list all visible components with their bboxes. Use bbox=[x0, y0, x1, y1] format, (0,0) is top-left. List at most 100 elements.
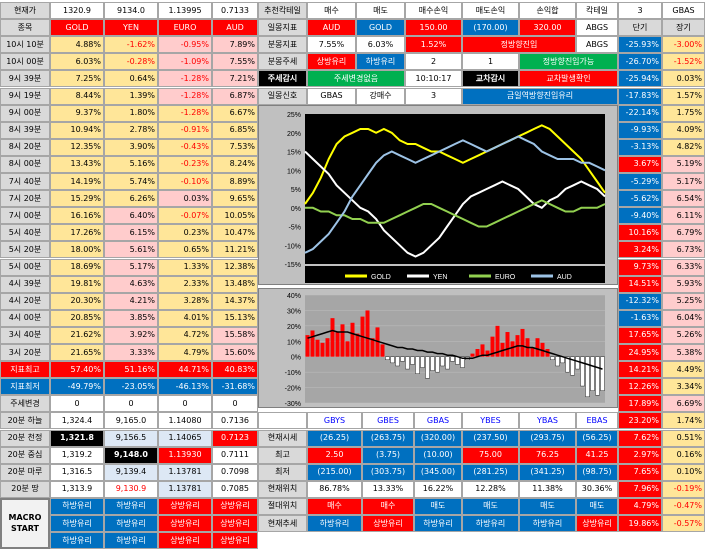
long-term-value: 5.38% bbox=[662, 344, 705, 362]
series-line-euro bbox=[305, 199, 606, 228]
bar bbox=[480, 344, 485, 357]
long-term-value: -0.47% bbox=[662, 497, 705, 515]
band-value: 0.7123 bbox=[212, 429, 258, 447]
pair-header: EBAS bbox=[576, 412, 618, 430]
trend-down: 하방유리 bbox=[356, 53, 405, 71]
band-value: 0.7098 bbox=[212, 463, 258, 481]
bar bbox=[390, 356, 395, 364]
y-tick-label: 10% bbox=[287, 168, 301, 175]
short-term-value: -12.32% bbox=[618, 292, 662, 310]
change-value: 14.19% bbox=[50, 173, 104, 191]
max-indicator-value: 57.40% bbox=[50, 361, 104, 379]
bar bbox=[520, 328, 525, 357]
short-term-value: 19.86% bbox=[618, 515, 662, 533]
bar bbox=[485, 350, 490, 357]
trend-bias: 상방유리 bbox=[158, 532, 212, 549]
symbol-header: YEN bbox=[104, 19, 158, 37]
summary-value: 매수 bbox=[362, 497, 414, 515]
sell-pnl: (170.00) bbox=[462, 19, 519, 37]
long-term-value: 5.93% bbox=[662, 275, 705, 293]
time-label: 10시 00분 bbox=[0, 53, 50, 71]
summary-value: (237.50) bbox=[462, 429, 519, 447]
short-term-value: 24.95% bbox=[618, 344, 662, 362]
max-indicator-value: 51.16% bbox=[104, 361, 158, 379]
bar bbox=[510, 341, 515, 357]
signal-level: 3 bbox=[405, 87, 462, 105]
bar bbox=[445, 356, 450, 370]
change-value: -1.28% bbox=[158, 70, 212, 88]
change-value: 15.29% bbox=[50, 190, 104, 208]
sell-pnl-header: 매도손익 bbox=[462, 2, 519, 20]
change-value: 4.88% bbox=[50, 36, 104, 54]
bar bbox=[385, 356, 390, 361]
change-value: 0.23% bbox=[158, 224, 212, 242]
bar bbox=[470, 353, 475, 357]
y-tick-label: -5% bbox=[289, 225, 301, 232]
y-tick-label: 40% bbox=[287, 293, 301, 300]
change-value: 4.79% bbox=[158, 344, 212, 362]
y-tick-label: 15% bbox=[287, 150, 301, 157]
time-label: 4시 39분 bbox=[0, 275, 50, 293]
change-value: 12.35% bbox=[50, 138, 104, 156]
y-tick-label: -10% bbox=[285, 370, 301, 377]
time-label: 10시 10분 bbox=[0, 36, 50, 54]
long-term-value: 0.10% bbox=[662, 463, 705, 481]
minute-trend-label: 분몽주세 bbox=[258, 53, 307, 71]
cocktail-name: ABGS bbox=[576, 19, 618, 37]
change-value: 13.43% bbox=[50, 155, 104, 173]
macro-start-button[interactable]: MACRO START bbox=[0, 497, 50, 549]
buy-pnl: 150.00 bbox=[405, 19, 462, 37]
change-value: 7.89% bbox=[212, 36, 258, 54]
band-value: 1.13930 bbox=[158, 446, 212, 464]
min-indicator-value: -31.68% bbox=[212, 378, 258, 396]
long-term-value: 5.26% bbox=[662, 326, 705, 344]
band-value: 1,313.9 bbox=[50, 480, 104, 498]
band-value: 1.14065 bbox=[158, 429, 212, 447]
trend-bias: 하방유리 bbox=[50, 532, 104, 549]
trend-bias: 하방유리 bbox=[50, 497, 104, 515]
change-value: 12.38% bbox=[212, 258, 258, 276]
trend-change-value: 0 bbox=[104, 395, 158, 413]
cross-confirmed: 교차발생확인 bbox=[519, 70, 618, 88]
band-label: 20분 천정 bbox=[0, 429, 50, 447]
min-indicator-value: -49.79% bbox=[50, 378, 104, 396]
y-tick-label: -20% bbox=[285, 386, 301, 393]
time-label: 3시 20분 bbox=[0, 344, 50, 362]
y-tick-label: 0% bbox=[291, 206, 301, 213]
summary-value: 매도 bbox=[414, 497, 462, 515]
short-term-value: -25.93% bbox=[618, 36, 662, 54]
change-value: 0.65% bbox=[158, 241, 212, 259]
bar-chart-panel: 40% 30% 20% 10% 0% -10% -20% -30% bbox=[258, 288, 618, 408]
bar bbox=[355, 333, 360, 357]
trend-bias: 하방유리 bbox=[104, 532, 158, 549]
change-value: -1.62% bbox=[104, 36, 158, 54]
change-value: 13.48% bbox=[212, 275, 258, 293]
short-term-value: -9.40% bbox=[618, 207, 662, 225]
change-value: -0.91% bbox=[158, 121, 212, 139]
bar bbox=[580, 356, 585, 387]
change-value: 6.15% bbox=[104, 224, 158, 242]
summary-value: (320.00) bbox=[414, 429, 462, 447]
change-value: 15.58% bbox=[212, 326, 258, 344]
change-value: 21.65% bbox=[50, 344, 104, 362]
summary-row-label: 현재위치 bbox=[258, 480, 307, 498]
change-value: 0.64% bbox=[104, 70, 158, 88]
change-value: 21.62% bbox=[50, 326, 104, 344]
bar bbox=[315, 339, 320, 357]
bar bbox=[570, 356, 575, 376]
short-term-value: 12.26% bbox=[618, 378, 662, 396]
bar bbox=[345, 341, 350, 357]
summary-row-label: 최저 bbox=[258, 463, 307, 481]
legend-bg bbox=[305, 266, 605, 283]
reverse-entry: 금일역방향진입유리 bbox=[462, 87, 618, 105]
short-term-value: 17.89% bbox=[618, 395, 662, 413]
bar bbox=[340, 324, 345, 357]
band-value: 1.13781 bbox=[158, 480, 212, 498]
trend-bias: 상방유리 bbox=[212, 532, 258, 549]
bar-plot-area bbox=[305, 295, 605, 403]
short-term-value: 17.65% bbox=[618, 326, 662, 344]
summary-value: 매도 bbox=[576, 497, 618, 515]
short-term-value: -5.29% bbox=[618, 173, 662, 191]
pnl-sum-header: 손익합 bbox=[519, 2, 576, 20]
forward-entry-possible: 정방향진입가능 bbox=[519, 53, 618, 71]
